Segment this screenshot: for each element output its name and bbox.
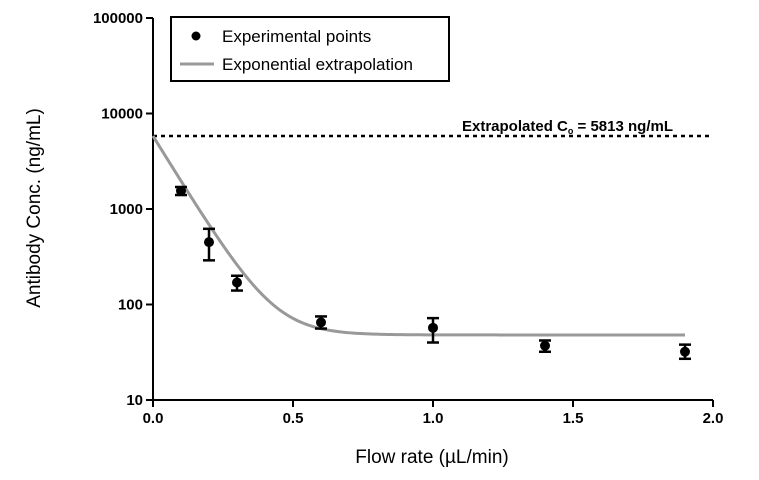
y-axis-title: Antibody Conc. (ng/mL) (24, 108, 45, 308)
x-axis-title: Flow rate (µL/min) (355, 447, 508, 468)
data-point (680, 346, 690, 357)
plot-area: 10 100 1000 10000 100000 0.0 0.5 1.0 1.5 2.0 (93, 10, 723, 427)
data-point (540, 340, 550, 351)
y-tick-label: 1000 (110, 201, 143, 218)
legend-marker-experimental-points (191, 31, 201, 41)
legend-label-exponential-extrapolation: Exponential extrapolation (222, 55, 413, 74)
legend-label-experimental-points: Experimental points (222, 27, 371, 46)
y-tick-label: 10000 (101, 106, 143, 123)
x-tick-label: 1.0 (423, 410, 444, 427)
data-point (204, 237, 214, 248)
y-tick-label: 100000 (93, 10, 143, 27)
x-tick-label: 0.5 (283, 410, 304, 427)
y-tick-label: 10 (126, 392, 143, 409)
exponential-extrapolation-curve (151, 135, 685, 337)
extrapolated-c0-annotation: Extrapolated Co = 5813 ng/mL (462, 118, 673, 136)
legend-box (170, 16, 450, 82)
x-tick-label: 0.0 (143, 410, 164, 427)
x-tick-label: 1.5 (563, 410, 584, 427)
data-point (428, 322, 438, 333)
data-point (176, 185, 186, 196)
legend: Experimental points Exponential extrapol… (170, 16, 450, 82)
y-tick-label: 100 (118, 297, 143, 314)
data-point (316, 317, 326, 328)
data-point (232, 277, 242, 288)
x-tick-label: 2.0 (703, 410, 724, 427)
